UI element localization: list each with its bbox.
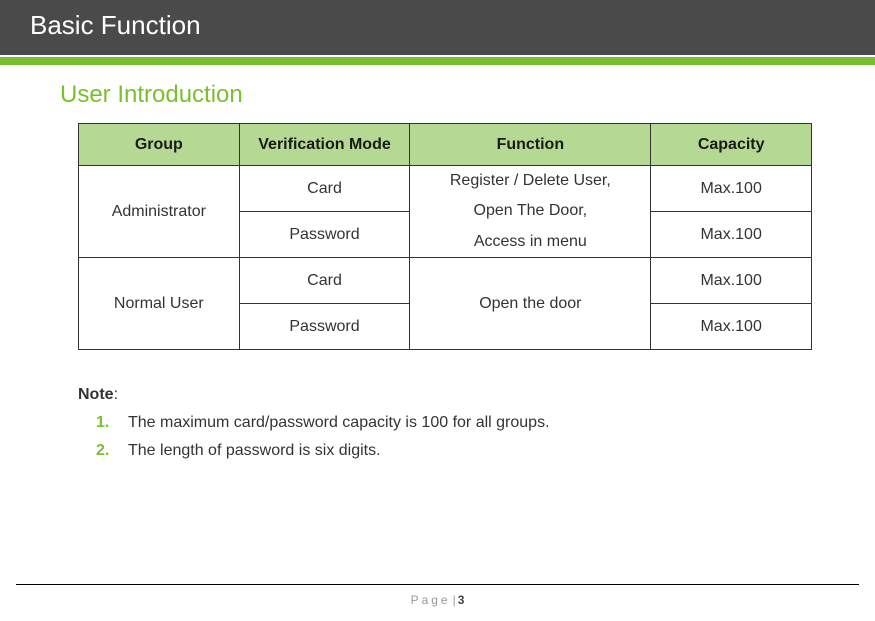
footer-page-label: Page	[411, 593, 451, 607]
header-bar: Basic Function	[0, 0, 875, 55]
cell-admin-function: Register / Delete User, Open The Door, A…	[410, 166, 651, 258]
cell-user-group: Normal User	[79, 258, 240, 350]
note-item: The length of password is six digits.	[118, 442, 815, 460]
cell-admin-capacity-password: Max.100	[651, 212, 812, 258]
section-title: User Introduction	[60, 81, 815, 109]
cell-admin-function-line1: Register / Delete User,	[450, 172, 611, 189]
user-table: Group Verification Mode Function Capacit…	[78, 123, 812, 350]
cell-admin-mode-card: Card	[239, 166, 410, 212]
column-header-function: Function	[410, 124, 651, 166]
footer-page-number: 3	[458, 593, 465, 607]
cell-user-mode-password: Password	[239, 304, 410, 350]
note-label-colon: :	[114, 386, 118, 403]
page-footer: Page|3	[16, 584, 859, 621]
cell-user-mode-card: Card	[239, 258, 410, 304]
cell-admin-group: Administrator	[79, 166, 240, 258]
cell-admin-capacity-card: Max.100	[651, 166, 812, 212]
cell-user-function: Open the door	[410, 258, 651, 350]
accent-stripe	[0, 55, 875, 65]
cell-admin-function-line2: Open The Door,	[474, 202, 588, 219]
column-header-group: Group	[79, 124, 240, 166]
cell-admin-mode-password: Password	[239, 212, 410, 258]
note-label-text: Note	[78, 386, 114, 403]
page-title: Basic Function	[30, 10, 845, 41]
footer-separator: |	[453, 593, 456, 607]
table-header-row: Group Verification Mode Function Capacit…	[79, 124, 812, 166]
note-label: Note:	[78, 386, 815, 404]
notes-block: Note: The maximum card/password capacity…	[60, 386, 815, 460]
notes-list: The maximum card/password capacity is 10…	[78, 414, 815, 460]
column-header-capacity: Capacity	[651, 124, 812, 166]
table-row: Normal User Card Open the door Max.100	[79, 258, 812, 304]
column-header-verification-mode: Verification Mode	[239, 124, 410, 166]
note-item: The maximum card/password capacity is 10…	[118, 414, 815, 432]
cell-admin-function-line3: Access in menu	[474, 233, 587, 250]
table-row: Administrator Card Register / Delete Use…	[79, 166, 812, 212]
cell-user-capacity-card: Max.100	[651, 258, 812, 304]
document-page: Basic Function User Introduction Group V…	[0, 0, 875, 621]
content-area: User Introduction Group Verification Mod…	[0, 65, 875, 584]
cell-user-capacity-password: Max.100	[651, 304, 812, 350]
